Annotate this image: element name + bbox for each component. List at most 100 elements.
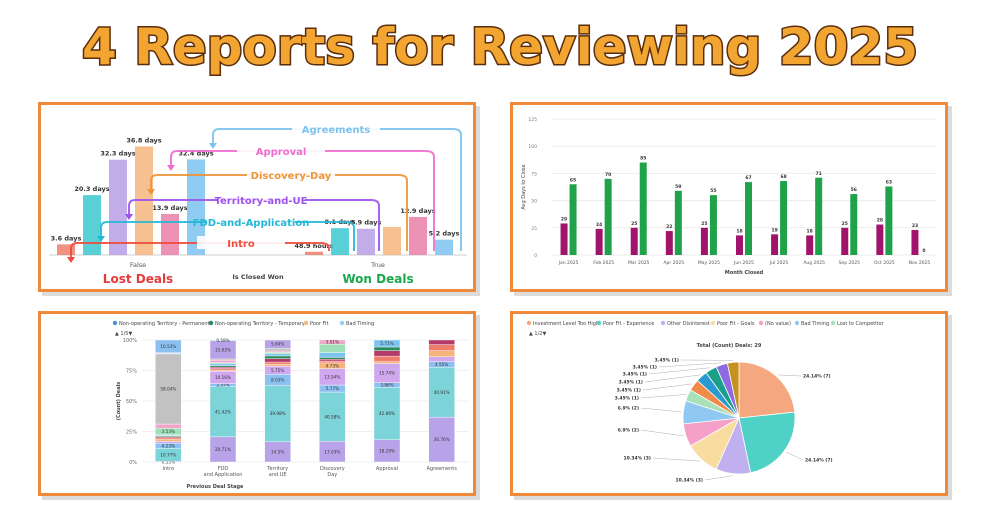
stack-segment (155, 438, 182, 442)
stack-segment (264, 361, 291, 365)
pie-leader-line (640, 394, 687, 399)
x-tick-label: Approval (376, 466, 398, 472)
legend-pager: ▲ 1/2▼ (529, 331, 546, 337)
y-tick-label: 100% (123, 338, 138, 344)
x-tick-label: Nov 2025 (909, 260, 931, 266)
lost-reasons-pie-chart: Investment Level Too High Poor Fit - Expe… (526, 320, 885, 484)
y-tick-label: 50% (126, 399, 137, 405)
pie-leader-line (642, 383, 693, 391)
stack-segment (319, 391, 346, 442)
stack-segment (209, 368, 237, 371)
segment-label: 4.55% (435, 362, 448, 367)
bar-0-5 (736, 235, 743, 255)
stack-segment (428, 367, 455, 418)
pie-leader-line (652, 457, 701, 462)
x-tick-label: Day (327, 472, 337, 478)
segment-label: 0.53% (162, 459, 175, 464)
stack-segment (264, 385, 291, 442)
stack-segment (264, 339, 291, 349)
segment-label: 8.03% (271, 378, 284, 383)
x-tick-label: Discovery (320, 466, 345, 472)
x-tick-label: Jan 2025 (558, 260, 579, 266)
legend-label: Bad Timing (346, 321, 374, 327)
legend-swatch (112, 320, 118, 326)
stack-segment (209, 359, 237, 363)
stack-segment (264, 355, 291, 359)
pie-slice-label: 3.45% (1) (623, 372, 647, 378)
bar-1-9 (885, 186, 893, 255)
bar-value-label: 25 (631, 221, 637, 227)
stack-segment (319, 359, 346, 362)
stack-segment (155, 353, 182, 425)
arrow-label: Agreements (302, 125, 370, 136)
y-tick-label: 25% (126, 430, 137, 436)
deals-by-stage-chart: Non-operating Territory - Permanent Non-o… (112, 320, 469, 490)
arrow-label-bg (217, 193, 305, 206)
stack-segment (155, 441, 182, 444)
stack-segment (373, 346, 401, 351)
segment-label: 0.59% (216, 338, 229, 343)
legend-label: Lost to Competitor (837, 321, 885, 327)
segment-label: 4.23% (162, 443, 175, 448)
x-tick-label: Apr 2025 (663, 260, 684, 266)
pie-slice-label: 3.45% (1) (655, 358, 679, 364)
x-axis-label: Is Closed Won (232, 273, 284, 281)
bar-true-2 (357, 228, 375, 255)
transition-arrow-head (147, 189, 155, 195)
bar-value-label: 85 (640, 156, 646, 162)
bar-1-0 (569, 184, 577, 255)
group-caption: Won Deals (342, 272, 413, 286)
bar-false-0 (57, 244, 75, 255)
bar-false-2 (109, 159, 127, 255)
segment-label: 17.03% (324, 449, 340, 454)
bar-value-label: 71 (816, 171, 822, 177)
legend-label: Poor Fit - Goals (717, 321, 755, 327)
bar-value-label: 32.3 days (100, 150, 135, 158)
bar-value-label: 18 (736, 228, 742, 234)
segment-label: 40.58% (324, 414, 340, 419)
x-tick-label: Sep 2025 (839, 260, 861, 266)
stack-segment (209, 339, 237, 341)
arrow-label-bg (292, 122, 380, 135)
arrow-label-bg (247, 168, 335, 181)
pie-slice-label: 3.45% (1) (633, 365, 657, 371)
x-tick-label: and Application (204, 472, 243, 478)
legend-label: (No value) (765, 321, 791, 327)
lost-won-deals-panel: 3.6 days 20.3 days 32.3 days 36.8 days 13.9 … (38, 102, 476, 292)
segment-label: 39.98% (270, 411, 286, 416)
stack-segment (209, 386, 237, 438)
pie-slice-label: 6.9% (2) (618, 406, 639, 412)
legend-swatch (596, 320, 602, 326)
bar-value-label: 25 (701, 221, 707, 227)
bar-true-0 (305, 251, 323, 255)
x-tick-label: Jun 2025 (733, 260, 754, 266)
pie-leader-line (704, 475, 733, 481)
legend-swatch (339, 320, 345, 326)
pie-slice-label: 6.9% (2) (618, 428, 639, 434)
bar-value-label: 22 (666, 224, 672, 230)
days-in-stage-chart: 3.6 days 20.3 days 32.3 days 36.8 days 13.9 … (49, 122, 467, 286)
bar-0-2 (630, 227, 638, 255)
legend-label: Non-operating Territory - Temporary (215, 321, 305, 327)
bar-value-label: 23 (912, 223, 918, 229)
bar-value-label: 48.9 hours (294, 242, 333, 250)
segment-label: 58.04% (160, 387, 176, 392)
bar-false-5 (187, 159, 205, 255)
pie-slice-label: 10.34% (3) (623, 456, 651, 462)
stack-segment (428, 339, 455, 345)
pie-slice-label: 3.45% (1) (615, 396, 639, 402)
stack-segment (428, 416, 455, 463)
arrow-label-bg (197, 236, 285, 249)
bar-value-label: 68 (780, 174, 786, 180)
bar-0-10 (911, 229, 919, 255)
pie-leader-line (648, 367, 711, 375)
legend-swatch (758, 320, 764, 326)
segment-label: 5.84% (271, 342, 284, 347)
stack-segment (373, 361, 401, 364)
page-title: 4 Reports for Reviewing 2025 (81, 17, 920, 78)
segment-label: 20.71% (215, 447, 231, 452)
segment-label: 2.37% (216, 383, 229, 388)
bar-value-label: 13.9 days (152, 204, 187, 212)
legend-swatch (208, 320, 214, 326)
bar-1-2 (639, 162, 647, 255)
